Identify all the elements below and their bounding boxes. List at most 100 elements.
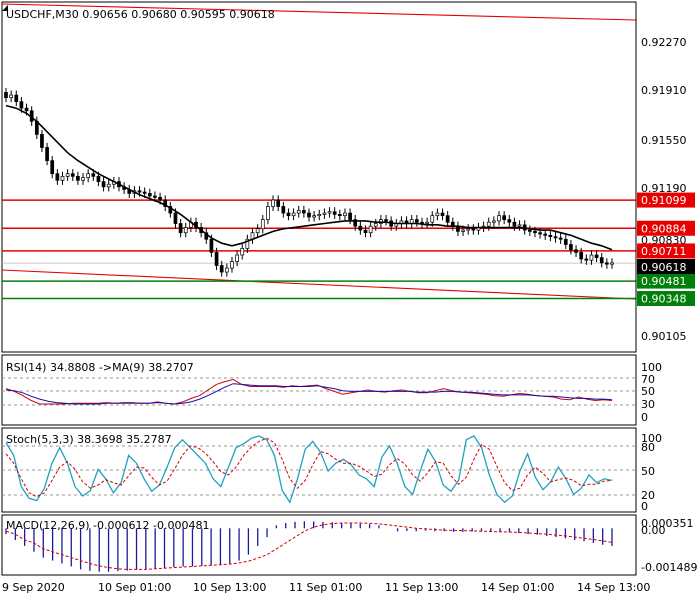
candle-body [317,214,322,217]
rsi-ma-line [5,383,613,405]
candle-body [235,254,239,262]
candle-body [153,195,157,198]
candle-body [4,92,8,99]
stoch-tick: 100 [641,432,662,445]
rsi-tick: 100 [641,361,662,374]
level-badge [637,273,695,289]
candle-body [276,199,281,207]
time-tick: 9 Sep 2020 [2,581,65,594]
rsi-tick: 0 [641,411,648,424]
candle-body [348,212,352,220]
candle-body [527,229,532,232]
time-tick: 10 Sep 13:00 [193,581,266,594]
candle-body [358,225,363,231]
time-tick: 14 Sep 01:00 [481,581,554,594]
candle-body [291,212,296,217]
rsi-tick: 30 [641,398,655,411]
candle-body [368,225,373,234]
arrow-icon [2,5,8,11]
candle-body [553,236,558,239]
candle-body [594,254,599,258]
candle-body [14,94,19,102]
time-tick: 14 Sep 13:00 [577,581,650,594]
level-labels: 0.91099 0.90884 0.90711 0.90481 0.90348 [637,192,695,307]
price-tick: 0.91550 [641,134,687,147]
candle-body [286,212,291,217]
level-badge [637,192,695,208]
stoch-main-line [5,435,613,504]
candle-body [563,238,568,245]
price-tick: 0.91910 [641,84,687,97]
candle-body [327,211,332,214]
stoch-tick: 50 [641,465,655,478]
candle-body [558,237,563,240]
candle-body [224,267,229,273]
candle-body [430,215,435,223]
time-tick: 11 Sep 01:00 [289,581,362,594]
candle-body [245,238,250,249]
level-badge [637,243,695,259]
stoch-signal-line [5,437,613,498]
candle-body [471,228,476,231]
level-lines [2,199,636,300]
current-price-label: 0.90618 [641,261,687,274]
rsi-tick: 70 [641,373,655,386]
candle-body [60,175,65,181]
candle-body [574,249,578,253]
rsi-panel: RSI(14) 34.8808 ->MA(9) 38.2707 100 70 5… [1,354,662,426]
symbol-header: USDCHF,M30 0.90656 0.90680 0.90595 0.906… [6,8,275,21]
upper-trendline [1,3,637,21]
candle-body [307,212,311,218]
candle-body [569,244,573,251]
stoch-panel: Stoch(5,3,3) 38.3698 35.2787 100 80 50 2… [1,427,662,513]
candle-body [55,173,60,181]
candle-body [240,248,245,256]
level-label: 0.91099 [641,194,687,207]
candle-body [260,219,265,230]
candle-body [230,261,234,269]
current-price-badge [637,259,695,274]
candle-body [158,196,162,201]
candle-body [538,232,542,235]
candle-body [281,206,286,214]
macd-tick: 0.00 [641,524,666,537]
price-tick: 0.90105 [641,330,687,343]
stoch-tick: 20 [641,489,655,502]
candle-body [101,181,106,188]
candle-body [492,220,496,223]
candle-body [384,219,388,222]
level-label: 0.90481 [641,275,687,288]
candle-body [40,134,44,148]
stoch-tick: 80 [641,441,655,454]
candle-body [543,233,548,236]
candle-body [373,223,378,227]
level-label: 0.90884 [641,222,687,235]
candle-body [91,173,96,177]
candle-body [605,262,609,265]
stoch-header: Stoch(5,3,3) 38.3698 35.2787 [6,433,172,446]
candle-body [466,228,471,231]
candle-body [363,229,368,234]
price-tick: 0.92270 [641,36,687,49]
level-label: 0.90711 [641,245,687,258]
candle-body [584,258,589,261]
candle-body [209,238,214,253]
time-tick: 10 Sep 01:00 [98,581,171,594]
candle-body [45,147,49,161]
candle-body [589,254,594,261]
stoch-tick: 0 [641,500,648,513]
candle-body [183,227,188,234]
macd-tick: 0.000351 [641,517,694,530]
candle-body [255,228,260,234]
candle-body [76,175,80,181]
candle-body [497,215,501,222]
level-badge [637,220,695,236]
candle-body [322,212,327,215]
price-tick: 0.91190 [641,182,687,195]
macd-header: MACD(12,26,9) -0.000612 -0.000481 [6,519,209,532]
candle-body [579,252,584,260]
candle-body [163,199,168,207]
candle-body [312,215,316,218]
rsi-tick: 50 [641,385,655,398]
